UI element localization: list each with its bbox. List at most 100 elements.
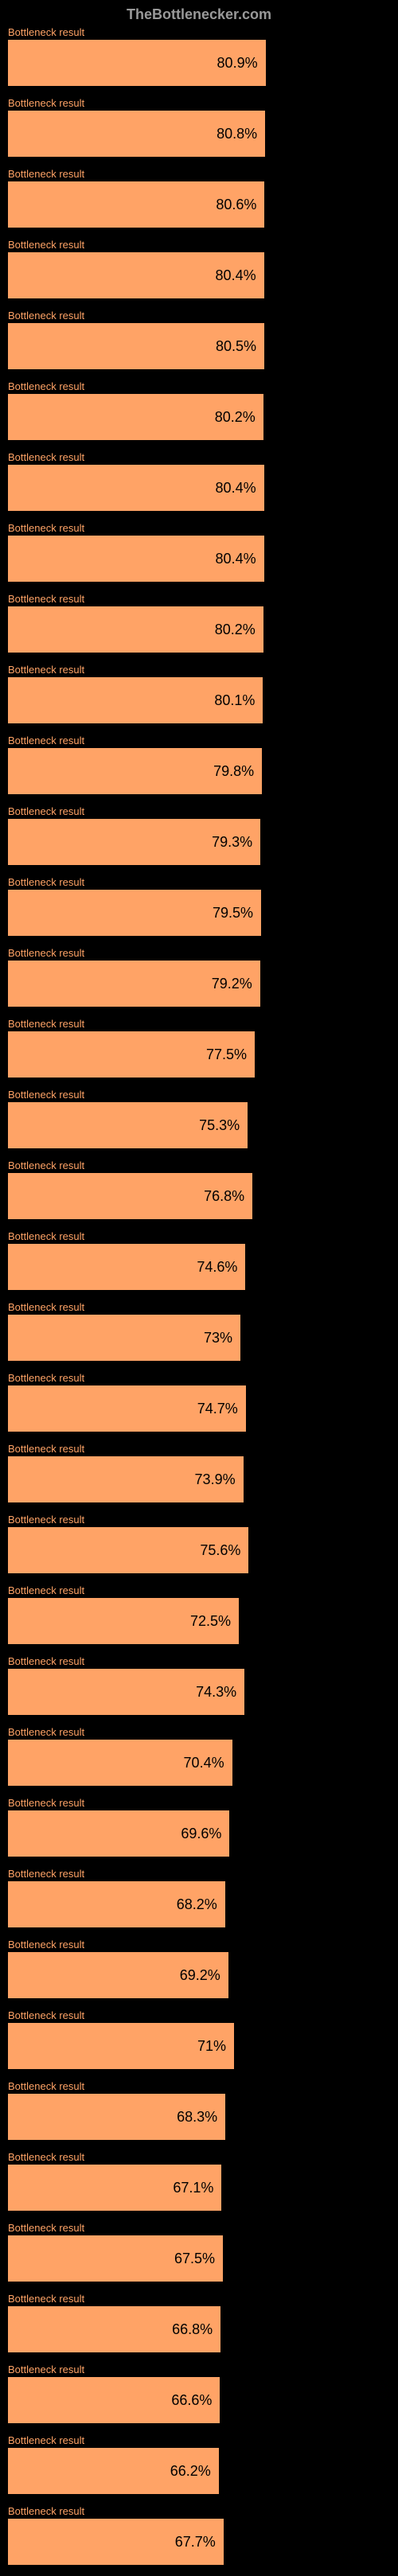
- bar-track: 80.4%: [8, 536, 326, 582]
- bar-track: 73%: [8, 1315, 326, 1361]
- bar-fill: 79.5%: [8, 890, 261, 936]
- bar-value: 72.5%: [190, 1613, 231, 1630]
- bar-fill: 80.4%: [8, 465, 264, 511]
- bar-fill: 74.7%: [8, 1385, 246, 1432]
- bar-row: 76.8%: [8, 1173, 390, 1219]
- bar-value: 71%: [197, 2038, 226, 2055]
- bar-row: 80.4%: [8, 536, 390, 582]
- row-header: Bottleneck result: [8, 1159, 390, 1171]
- row-label: Bottleneck result: [8, 451, 84, 463]
- chart-row: Bottleneck result80.2%: [8, 593, 390, 653]
- row-label: Bottleneck result: [8, 1584, 84, 1596]
- bar-fill: 80.6%: [8, 181, 264, 228]
- bar-row: 74.7%: [8, 1385, 390, 1432]
- row-label: Bottleneck result: [8, 1301, 84, 1313]
- bar-fill: 80.4%: [8, 252, 264, 298]
- chart-row: Bottleneck result77.5%: [8, 1018, 390, 1078]
- row-header: Bottleneck result: [8, 1584, 390, 1596]
- bar-track: 72.5%: [8, 1598, 326, 1644]
- bar-row: 67.7%: [8, 2519, 390, 2565]
- bar-fill: 68.2%: [8, 1881, 225, 1927]
- chart-row: Bottleneck result 80.4%: [8, 451, 390, 511]
- chart-row: Bottleneck result 73%: [8, 1301, 390, 1361]
- bar-value: 80.8%: [217, 126, 257, 142]
- bar-row: 80.5%: [8, 323, 390, 369]
- row-label: Bottleneck result: [8, 168, 84, 180]
- chart-row: Bottleneck result66.6%: [8, 2364, 390, 2423]
- row-header: Bottleneck result: [8, 664, 390, 676]
- bar-fill: 80.2%: [8, 394, 263, 440]
- row-label: Bottleneck result: [8, 1443, 84, 1455]
- bar-row: 72.5%: [8, 1598, 390, 1644]
- bar-value: 80.4%: [216, 480, 256, 497]
- chart-row: Bottleneck result 79.5%: [8, 876, 390, 936]
- chart-row: Bottleneck result75.3%: [8, 1089, 390, 1148]
- bar-row: 66.2%: [8, 2448, 390, 2494]
- row-label: Bottleneck result: [8, 735, 84, 746]
- chart-row: Bottleneck result 80.9%: [8, 26, 390, 86]
- bar-track: 76.8%: [8, 1173, 326, 1219]
- row-label: Bottleneck result: [8, 1868, 84, 1880]
- bar-value: 67.5%: [174, 2251, 215, 2267]
- row-label: Bottleneck result: [8, 26, 84, 38]
- bar-track: 66.2%: [8, 2448, 326, 2494]
- bar-value: 69.6%: [181, 1826, 221, 1842]
- chart-row: Bottleneck result 79.2%: [8, 947, 390, 1007]
- chart-row: Bottleneck result69.6%: [8, 1797, 390, 1857]
- bar-fill: 80.4%: [8, 536, 264, 582]
- bar-row: 80.9%: [8, 40, 390, 86]
- chart-row: Bottleneck result 76.8%: [8, 1159, 390, 1219]
- bar-fill: 79.2%: [8, 961, 260, 1007]
- bar-track: 80.2%: [8, 394, 326, 440]
- bar-value: 79.8%: [213, 763, 254, 780]
- row-label: Bottleneck result: [8, 2009, 84, 2021]
- row-header: Bottleneck result: [8, 735, 390, 746]
- bar-track: 79.3%: [8, 819, 326, 865]
- bar-row: 69.2%: [8, 1952, 390, 1998]
- bar-value: 74.7%: [197, 1401, 238, 1417]
- chart-row: Bottleneck result 79.8%: [8, 735, 390, 794]
- row-header: Bottleneck result: [8, 451, 390, 463]
- row-label: Bottleneck result: [8, 947, 84, 959]
- chart-row: Bottleneck result67.1%: [8, 2151, 390, 2211]
- bar-track: 80.6%: [8, 181, 326, 228]
- row-label: Bottleneck result: [8, 2293, 84, 2305]
- row-label: Bottleneck result: [8, 1089, 84, 1101]
- bar-track: 73.9%: [8, 1456, 326, 1502]
- bar-fill: 76.8%: [8, 1173, 252, 1219]
- bar-fill: 74.6%: [8, 1244, 245, 1290]
- row-header: Bottleneck result: [8, 2009, 390, 2021]
- row-header: Bottleneck result: [8, 1655, 390, 1667]
- bar-track: 80.9%: [8, 40, 326, 86]
- chart-row: Bottleneck result80.2%: [8, 380, 390, 440]
- site-title: TheBottlenecker.com: [127, 6, 271, 22]
- bar-value: 73%: [204, 1330, 232, 1346]
- row-header: Bottleneck result: [8, 2293, 390, 2305]
- bar-row: 80.1%: [8, 677, 390, 723]
- row-label: Bottleneck result: [8, 1939, 84, 1951]
- bar-track: 79.5%: [8, 890, 326, 936]
- bar-fill: 67.1%: [8, 2165, 221, 2211]
- bar-value: 67.7%: [175, 2534, 216, 2551]
- bar-fill: 67.5%: [8, 2235, 223, 2282]
- row-label: Bottleneck result: [8, 1159, 84, 1171]
- bar-track: 68.2%: [8, 1881, 326, 1927]
- row-label: Bottleneck result: [8, 876, 84, 888]
- bar-track: 69.2%: [8, 1952, 326, 1998]
- row-header: Bottleneck result: [8, 1443, 390, 1455]
- row-header: Bottleneck result: [8, 1514, 390, 1526]
- bar-row: 66.8%: [8, 2306, 390, 2352]
- row-label: Bottleneck result: [8, 1372, 84, 1384]
- row-header: Bottleneck result: [8, 1089, 390, 1101]
- chart-row: Bottleneck result70.4%: [8, 1726, 390, 1786]
- row-header: Bottleneck result: [8, 1868, 390, 1880]
- bar-row: 80.6%: [8, 181, 390, 228]
- bar-track: 67.7%: [8, 2519, 326, 2565]
- bar-row: 79.8%: [8, 748, 390, 794]
- bar-fill: 66.8%: [8, 2306, 220, 2352]
- bar-track: 75.3%: [8, 1102, 326, 1148]
- bar-track: 80.4%: [8, 465, 326, 511]
- bar-value: 67.1%: [173, 2180, 213, 2196]
- row-label: Bottleneck result: [8, 2434, 84, 2446]
- bar-fill: 75.6%: [8, 1527, 248, 1573]
